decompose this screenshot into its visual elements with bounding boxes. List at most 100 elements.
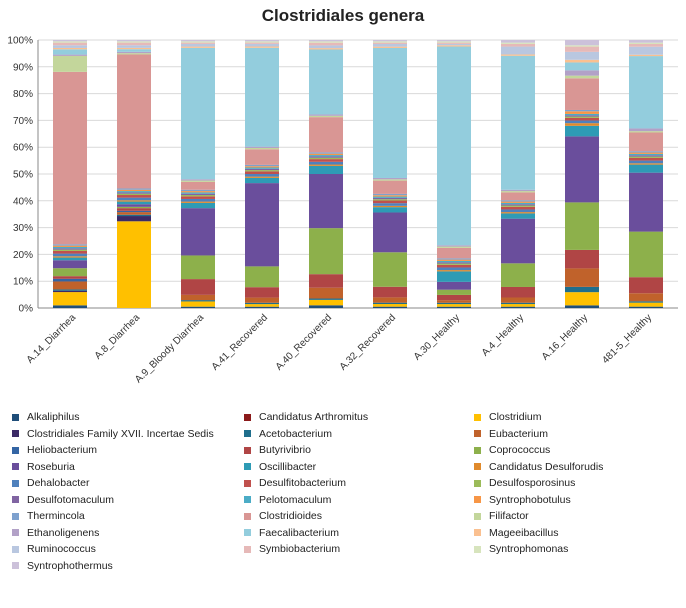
bar-segment bbox=[629, 46, 663, 55]
bar-segment bbox=[309, 152, 343, 154]
bar-segment bbox=[245, 167, 279, 169]
bar-segment bbox=[501, 54, 535, 56]
legend-label: Acetobacterium bbox=[259, 427, 332, 440]
bar-segment bbox=[373, 43, 407, 47]
bar-segment bbox=[629, 44, 663, 47]
legend-swatch bbox=[474, 496, 481, 503]
bar-segment bbox=[501, 306, 535, 308]
bar-segment bbox=[245, 41, 279, 43]
stacked-bar-chart: 0% 10% 20% 30% 40% 50% 60% 70% 80% 90% 100% A.14_Di… bbox=[7, 36, 678, 385]
bar-segment bbox=[117, 193, 151, 196]
bar-segment bbox=[565, 111, 599, 114]
bar-segment bbox=[245, 42, 279, 44]
bar-segment bbox=[117, 191, 151, 193]
bar-segment bbox=[245, 304, 279, 307]
legend-label: Syntrophobotulus bbox=[489, 493, 571, 506]
bar-segment bbox=[53, 289, 87, 291]
bar-segment bbox=[117, 192, 151, 194]
bar-segment bbox=[373, 42, 407, 44]
bar-segment bbox=[245, 306, 279, 308]
bar-segment bbox=[629, 151, 663, 153]
bar-segment bbox=[629, 128, 663, 132]
bar-segment bbox=[309, 45, 343, 49]
bar-segment bbox=[53, 257, 87, 261]
legend-label: Clostridium bbox=[489, 411, 542, 423]
bar-segment bbox=[181, 301, 215, 307]
legend-swatch bbox=[12, 512, 19, 520]
bar-segment bbox=[53, 49, 87, 55]
bar-segment bbox=[117, 212, 151, 215]
bar-segment bbox=[629, 293, 663, 302]
bar-segment bbox=[245, 149, 279, 165]
bar-segment bbox=[181, 196, 215, 199]
legend-swatch bbox=[12, 446, 19, 454]
bar-segment bbox=[53, 250, 87, 254]
bar-segment bbox=[373, 286, 407, 298]
legend-swatch bbox=[474, 430, 481, 437]
bar-segment bbox=[181, 300, 215, 302]
bar-segment bbox=[181, 180, 215, 182]
y-tick-label: 40% bbox=[13, 196, 33, 207]
bar-segment bbox=[373, 40, 407, 42]
bar-segment bbox=[501, 201, 535, 203]
legend-item: Mageeibacillus bbox=[474, 525, 558, 541]
bar-segment bbox=[565, 249, 599, 269]
legend-item: Syntrophobotulus bbox=[474, 492, 571, 508]
bar-segment bbox=[245, 146, 279, 148]
bar-segment bbox=[629, 302, 663, 307]
legend-item: Desulfosporosinus bbox=[474, 475, 575, 491]
legend-swatch bbox=[474, 545, 481, 553]
bar-segment bbox=[309, 156, 343, 158]
bar-segment bbox=[53, 245, 87, 247]
bar-segment bbox=[501, 302, 535, 305]
bar-segment bbox=[373, 193, 407, 196]
bar-segment bbox=[629, 152, 663, 154]
bar-segment bbox=[565, 40, 599, 46]
bar-segment bbox=[245, 168, 279, 171]
bar-segment bbox=[117, 200, 151, 202]
y-tick-label: 10% bbox=[13, 277, 33, 288]
bar-segment bbox=[629, 277, 663, 294]
bar-segment bbox=[565, 46, 599, 52]
bar-segment bbox=[309, 174, 343, 229]
legend-swatch bbox=[12, 529, 19, 536]
bar-segment bbox=[53, 45, 87, 48]
bar-segment bbox=[437, 42, 471, 44]
bar-segment bbox=[629, 172, 663, 232]
legend-swatch bbox=[12, 430, 19, 437]
bar-segment bbox=[309, 165, 343, 174]
bar-segment bbox=[565, 123, 599, 126]
legend-label: Pelotomaculum bbox=[259, 493, 332, 506]
legend-label: Oscillibacter bbox=[259, 460, 317, 473]
bar-segment bbox=[309, 159, 343, 162]
bar-segment bbox=[53, 256, 87, 258]
legend-label: Eubacterium bbox=[489, 427, 548, 440]
bar-segment bbox=[245, 171, 279, 174]
bar-segment bbox=[181, 189, 215, 192]
bar-segment bbox=[309, 42, 343, 46]
bar-segment bbox=[501, 212, 535, 214]
legend-item: Coprococcus bbox=[474, 442, 550, 458]
legend-label: Coprococcus bbox=[489, 444, 551, 456]
bar-segment bbox=[565, 120, 599, 124]
x-tick-label: A.16_Healthy bbox=[540, 312, 590, 362]
bar-segment bbox=[309, 305, 343, 308]
bar-segment bbox=[501, 192, 535, 201]
bar-segment bbox=[629, 164, 663, 173]
bar-segment bbox=[565, 78, 599, 110]
bar-segment bbox=[181, 179, 215, 181]
bar-segment bbox=[373, 252, 407, 287]
legend-swatch bbox=[474, 446, 481, 454]
bar-segment bbox=[117, 45, 151, 48]
bar-segment bbox=[117, 208, 151, 211]
bar-segment bbox=[501, 297, 535, 303]
bar-segment bbox=[437, 263, 471, 265]
bar-segment bbox=[245, 177, 279, 184]
legend-item: Eubacterium bbox=[474, 426, 548, 442]
bar-segment bbox=[373, 306, 407, 308]
bar-segment bbox=[309, 287, 343, 299]
bar-segment bbox=[117, 214, 151, 217]
bar-segment bbox=[629, 56, 663, 129]
legend-label: Desulfitobacterium bbox=[259, 477, 346, 489]
bar-segment bbox=[117, 195, 151, 198]
